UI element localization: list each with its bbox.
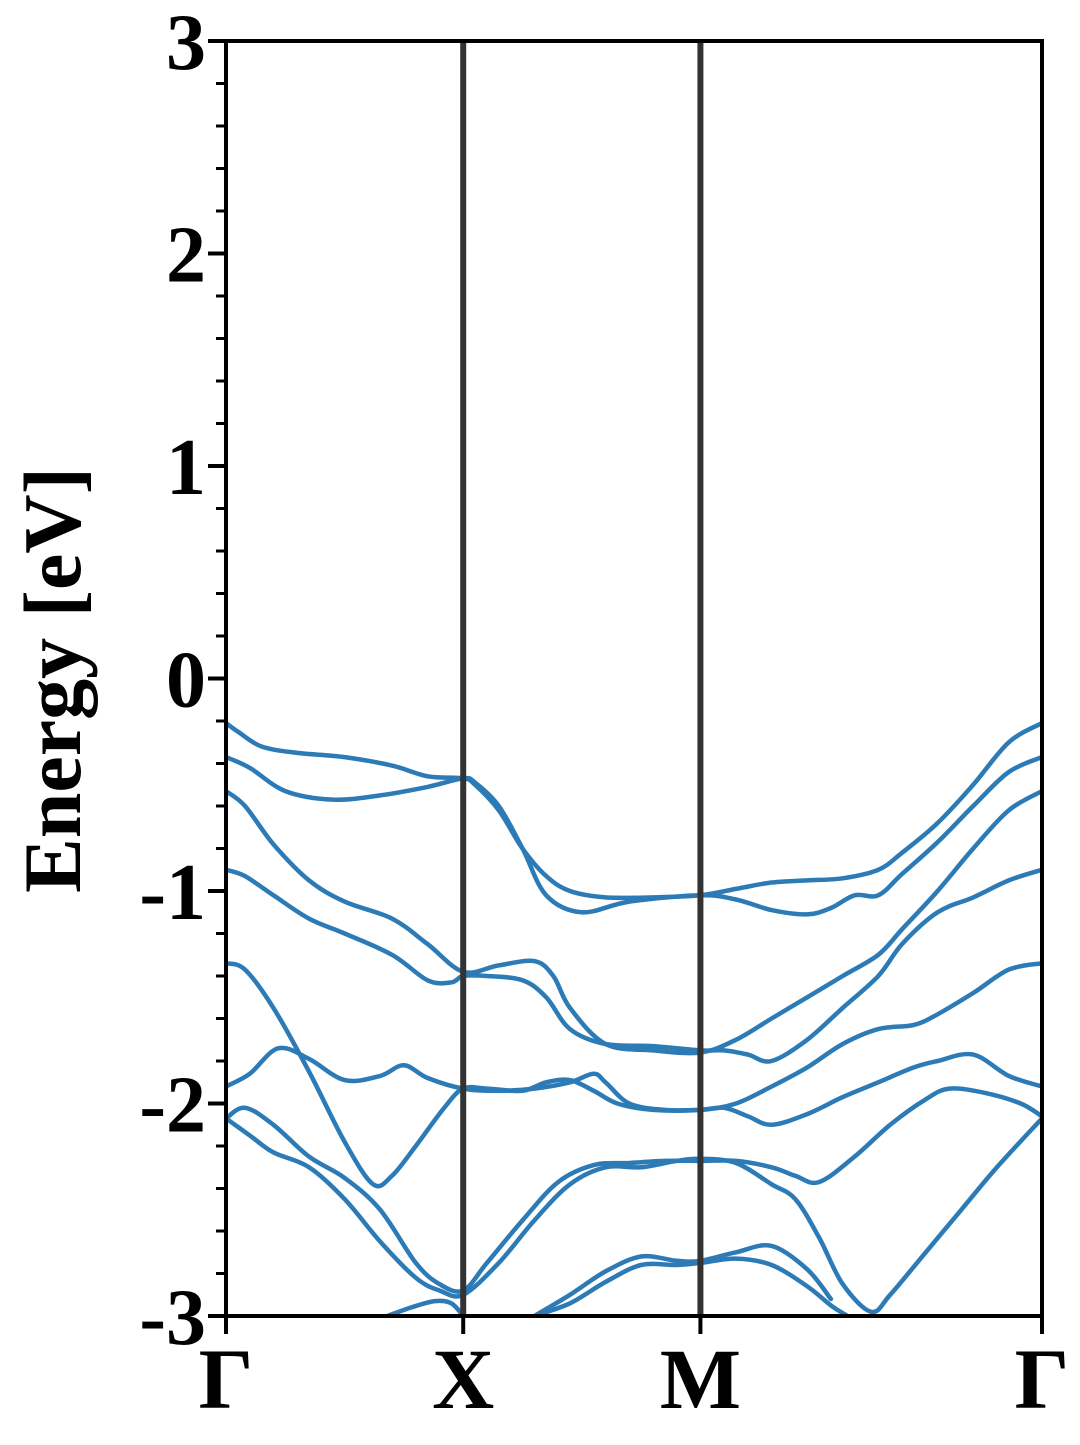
- y-tick-label: -3: [139, 1274, 206, 1362]
- y-tick-label: -2: [139, 1062, 206, 1150]
- x-tick-label: Γ: [1015, 1331, 1070, 1427]
- band-line-9: [532, 1242, 834, 1316]
- y-tick-label: -1: [139, 849, 206, 937]
- x-tick-label: X: [432, 1331, 494, 1427]
- bands-layer: [226, 720, 1042, 1316]
- band-line-1: [226, 720, 1042, 901]
- plot-frame: [224, 39, 1044, 1318]
- band-line-3: [226, 788, 1042, 1056]
- band-line-5: [226, 961, 1042, 1189]
- y-tick-label: 0: [166, 637, 206, 725]
- high-symmetry-lines: [460, 41, 704, 1316]
- band-line-4: [226, 867, 1042, 1064]
- band-line-7: [226, 1086, 1042, 1294]
- band-line-2: [226, 754, 1042, 917]
- x-tick-label: M: [660, 1331, 741, 1427]
- y-tick-label: 1: [166, 424, 206, 512]
- y-tick-label: 3: [166, 0, 206, 87]
- y-tick-label: 2: [166, 212, 206, 300]
- band-line-6: [226, 1045, 1042, 1128]
- band-line-8: [226, 1116, 1042, 1315]
- band-line-11: [385, 1298, 466, 1316]
- y-axis-label: Energy [eV]: [7, 467, 98, 893]
- x-tick-label: Γ: [199, 1331, 254, 1427]
